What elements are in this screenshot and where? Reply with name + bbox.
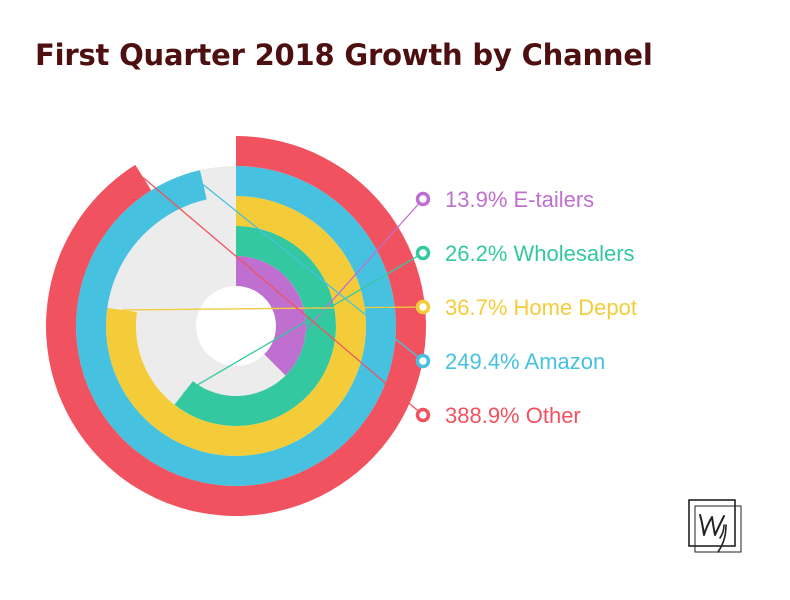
legend-marker-amazon: [415, 353, 431, 369]
leader-line-e-tailers: [274, 198, 424, 366]
legend-label-other: 388.9% Other: [445, 403, 581, 428]
chart-tracks: [107, 166, 286, 405]
legend-label-amazon: 249.4% Amazon: [445, 349, 605, 374]
legend-marker-home-depot: [415, 299, 431, 315]
wy-logo: [688, 499, 742, 553]
arc-e-tailers: [236, 256, 306, 376]
legend-label-home-depot: 36.7% Home Depot: [445, 295, 637, 320]
legend-label-wholesalers: 26.2% Wholesalers: [445, 241, 635, 266]
leader-line-amazon: [202, 184, 424, 362]
legend-leader-lines: [122, 177, 424, 416]
chart-legend: 13.9% E-tailers 26.2% Wholesalers 36.7% Ho…: [415, 187, 637, 428]
legend-marker-other: [415, 407, 431, 423]
ring-track-e-tailers: [165, 256, 286, 396]
legend-marker-wholesalers: [415, 245, 431, 261]
leader-line-other: [142, 177, 424, 416]
legend-marker-e-tailers: [415, 191, 431, 207]
ring-track-wholesalers: [136, 226, 236, 405]
leader-line-home-depot: [122, 306, 424, 311]
legend-label-e-tailers: 13.9% E-tailers: [445, 187, 594, 212]
chart-arcs: [45, 136, 426, 516]
chart-title: First Quarter 2018 Growth by Channel: [35, 38, 653, 72]
leader-line-wholesalers: [183, 252, 424, 394]
arc-wholesalers: [174, 226, 337, 427]
ring-track-home-depot: [107, 196, 236, 313]
chart-center-hole: [216, 306, 256, 346]
ring-track-amazon: [200, 166, 236, 200]
